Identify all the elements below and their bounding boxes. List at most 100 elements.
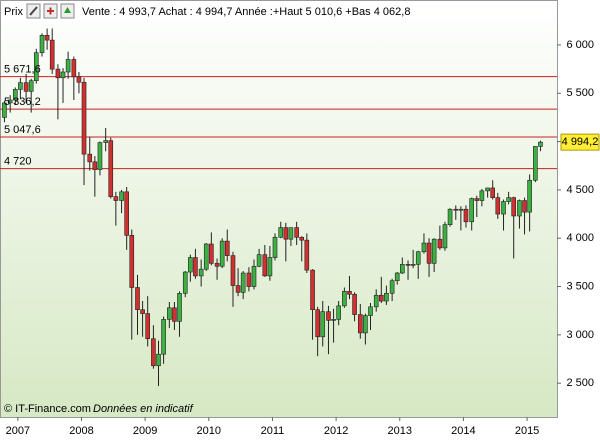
candle-body	[60, 71, 66, 79]
candle-body	[23, 82, 29, 92]
level-label: 4 720	[4, 156, 32, 168]
candle-body	[331, 319, 336, 321]
last-price-box	[560, 133, 600, 151]
candle-body	[81, 81, 87, 155]
candle-body	[156, 353, 161, 367]
candle-body	[426, 242, 432, 264]
candle-body	[39, 34, 45, 53]
candle-body	[453, 208, 459, 211]
candle-body	[405, 264, 411, 266]
candle-body	[129, 235, 135, 288]
candle-body	[219, 240, 225, 267]
y-tick-label: 5 500	[566, 87, 594, 99]
candle-body	[267, 257, 273, 277]
candle-body	[203, 243, 209, 270]
candle-body	[352, 293, 357, 315]
candle-body	[315, 309, 320, 338]
candle-body	[71, 59, 77, 78]
x-tick-label: 2011	[261, 425, 285, 437]
y-tick-label: 4 500	[566, 184, 594, 196]
x-tick-label: 2010	[197, 425, 221, 437]
header-quote: Vente : 4 993,7 Achat : 4 994,7 Année :+…	[82, 6, 410, 18]
candle-body	[235, 285, 241, 293]
candle-body	[400, 264, 405, 274]
candle-body	[326, 311, 331, 321]
candle-body	[55, 68, 61, 79]
candle-body	[76, 76, 82, 83]
candle-body	[342, 291, 347, 307]
candle-body	[193, 257, 198, 277]
candle-body	[410, 264, 416, 266]
candle-body	[373, 294, 379, 308]
candle-body	[161, 319, 166, 355]
candle-body	[198, 268, 204, 277]
candle-body	[28, 80, 34, 92]
candle-body	[506, 197, 511, 202]
candle-body	[437, 238, 443, 249]
x-tick-label: 2015	[515, 425, 539, 437]
candle-body	[230, 255, 236, 286]
candle-body	[442, 224, 448, 249]
candle-body	[151, 338, 156, 367]
candle-body	[283, 227, 289, 240]
candle-body	[389, 280, 395, 294]
candle-body	[469, 198, 475, 223]
candle-body	[272, 236, 278, 258]
candle-body	[357, 314, 363, 334]
candle-body	[415, 251, 421, 265]
candle-body	[256, 254, 262, 267]
candle-body	[310, 269, 315, 311]
candle-body	[394, 272, 400, 282]
candle-body	[224, 240, 230, 256]
candle-body	[538, 141, 543, 147]
candle-body	[347, 291, 352, 295]
candle-body	[145, 313, 150, 340]
candle-body	[214, 263, 220, 267]
header-bar	[1, 2, 554, 21]
zoom-icon-glyph	[47, 7, 54, 15]
candle-body	[522, 200, 527, 213]
footer-source: © IT-Finance.com	[4, 403, 91, 415]
level-label: 5 047,6	[4, 124, 41, 136]
candle-body	[288, 227, 294, 240]
candle-body	[368, 306, 373, 316]
x-tick-label: 2007	[6, 425, 30, 437]
level-label: 5 671,6	[4, 64, 41, 76]
tool-icon-glyph	[29, 6, 38, 16]
candle-body	[97, 142, 103, 170]
x-tick-label: 2012	[324, 425, 348, 437]
candle-body	[177, 293, 182, 322]
candle-body	[262, 254, 268, 277]
x-tick-label: 2008	[69, 425, 93, 437]
candle-body	[108, 140, 114, 197]
y-tick-label: 3 500	[566, 280, 594, 292]
x-tick-label: 2009	[133, 425, 157, 437]
candle-body	[533, 146, 538, 181]
candle-body	[320, 311, 326, 338]
candle-body	[304, 239, 310, 271]
x-tick-label: 2014	[451, 425, 475, 437]
candle-body	[135, 287, 140, 311]
candle-body	[363, 315, 368, 334]
candle-body	[87, 153, 93, 163]
y-tick-label: 2 500	[566, 377, 594, 389]
candle-body	[501, 201, 506, 215]
candle-body	[431, 238, 437, 264]
candle-body	[447, 208, 453, 225]
footer-note: Données en indicatif	[93, 403, 194, 415]
candle-body	[490, 187, 496, 198]
candle-body	[246, 272, 252, 287]
candle-body	[65, 59, 71, 73]
candle-body	[474, 198, 480, 201]
candle-body	[458, 208, 464, 211]
candle-body	[336, 305, 341, 320]
candle-body	[2, 102, 7, 118]
candle-body	[182, 271, 188, 294]
candle-body	[7, 99, 13, 104]
candle-body	[379, 294, 384, 302]
candle-body	[517, 200, 522, 217]
candle-body	[18, 82, 23, 90]
candle-body	[294, 227, 299, 238]
candle-body	[251, 265, 257, 287]
